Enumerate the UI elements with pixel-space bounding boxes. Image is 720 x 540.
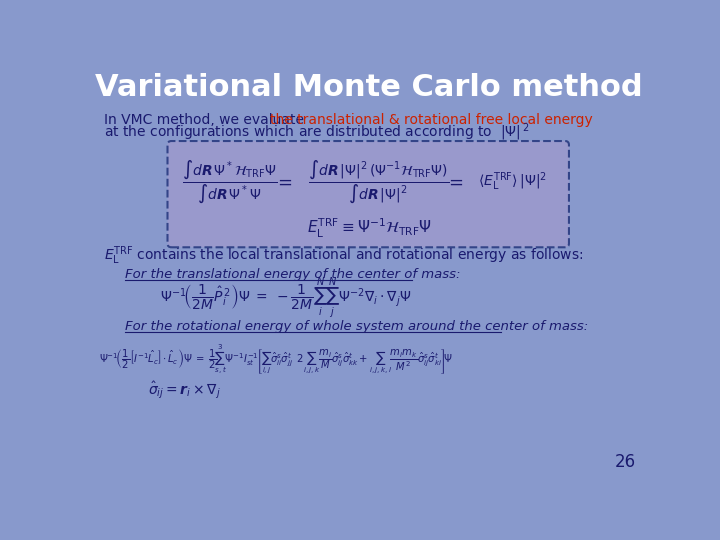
Text: $\langle E_{\mathrm{L}}^{\mathrm{TRF}}\rangle\,|\Psi|^2$: $\langle E_{\mathrm{L}}^{\mathrm{TRF}}\r… — [478, 171, 547, 193]
Text: $E_{\mathrm{L}}^{\mathrm{TRF}} \equiv \Psi^{-1}\mathcal{H}_{\mathrm{TRF}}\Psi$: $E_{\mathrm{L}}^{\mathrm{TRF}} \equiv \P… — [307, 217, 431, 240]
Text: $\Psi^{-1}\!\left(\dfrac{1}{2}\left[I^{-1}\hat{L}_c\right]\!\cdot\hat{L}_c\right: $\Psi^{-1}\!\left(\dfrac{1}{2}\left[I^{-… — [99, 342, 454, 376]
Text: $E_{\mathrm{L}}^{\mathrm{TRF}}$ contains the local translational and rotational : $E_{\mathrm{L}}^{\mathrm{TRF}}$ contains… — [104, 245, 583, 267]
Text: the translational & rotational free local energy: the translational & rotational free loca… — [270, 113, 593, 127]
Text: For the translational energy of the center of mass:: For the translational energy of the cent… — [125, 268, 460, 281]
Text: $=$: $=$ — [445, 173, 464, 191]
Text: $\Psi^{-1}\!\left(\dfrac{1}{2M}\hat{P}_i^{\,2}\right)\Psi \;=\; -\dfrac{1}{2M}\s: $\Psi^{-1}\!\left(\dfrac{1}{2M}\hat{P}_i… — [160, 275, 411, 321]
Text: $\hat{\sigma}_{ij} = \boldsymbol{r}_i \times \nabla_j$: $\hat{\sigma}_{ij} = \boldsymbol{r}_i \t… — [148, 379, 221, 401]
FancyBboxPatch shape — [168, 141, 569, 247]
Text: Variational Monte Carlo method: Variational Monte Carlo method — [95, 73, 643, 103]
Text: In VMC method, we evaluate: In VMC method, we evaluate — [104, 113, 308, 127]
Text: For the rotational energy of whole system around the center of mass:: For the rotational energy of whole syste… — [125, 320, 588, 333]
Text: $=$: $=$ — [274, 173, 293, 191]
Text: $\dfrac{\int d\boldsymbol{R}\,|\Psi|^2\,(\Psi^{-1}\mathcal{H}_{\mathrm{TRF}}\Psi: $\dfrac{\int d\boldsymbol{R}\,|\Psi|^2\,… — [307, 158, 449, 205]
Text: at the configurations which are distributed according to  $|\Psi|^{\,2}$: at the configurations which are distribu… — [104, 122, 529, 143]
Text: 26: 26 — [616, 454, 636, 471]
Text: $\dfrac{\int d\boldsymbol{R}\,\Psi^*\mathcal{H}_{\mathrm{TRF}}\Psi}{\int d\bolds: $\dfrac{\int d\boldsymbol{R}\,\Psi^*\mat… — [182, 158, 277, 205]
